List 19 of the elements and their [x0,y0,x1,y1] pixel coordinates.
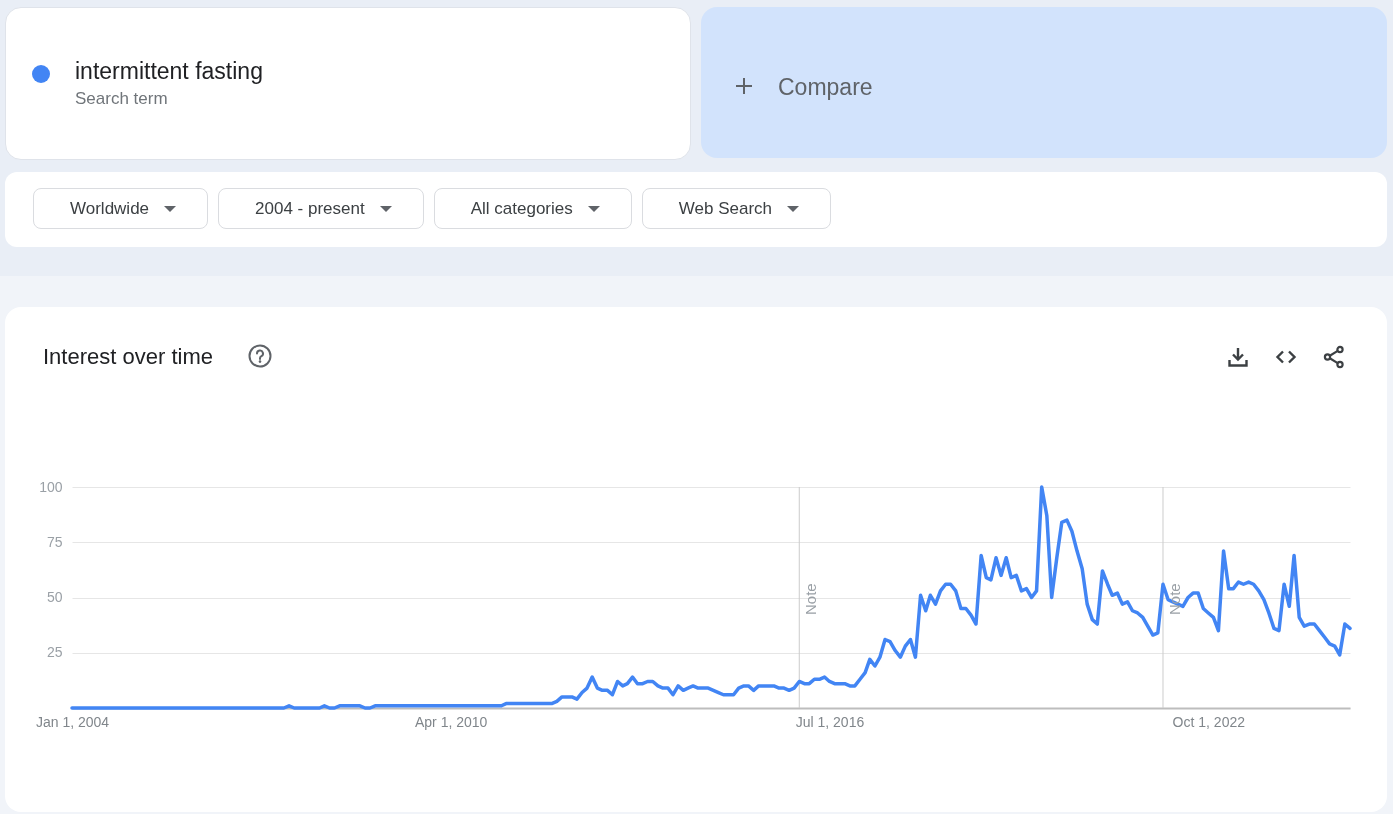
x-tick-label: Oct 1, 2022 [1172,713,1246,730]
x-tick-label: Jan 1, 2004 [35,713,110,730]
y-tick-label: 50 [46,589,63,605]
legend-label: intermittent fasting [75,58,263,84]
text: Search term [75,89,168,109]
y-tick-label: 75 [46,533,63,550]
y-tick-label: 25 [46,644,63,661]
x-tick-label: Jul 1, 2016 [795,713,865,730]
dropdown: 2004 - present [218,188,424,229]
x-tick-label: Apr 1, 2010 [414,713,488,730]
ref-line-label: Note [1166,583,1183,615]
chart-title: Interest over time [43,343,213,371]
y-tick-label: 100 [39,478,63,495]
add-button: Compare [701,7,1387,158]
dropdown: Worldwide [33,188,209,229]
line-series [70,485,1352,710]
dropdown: Web Search [641,188,831,229]
dropdown: All categories [433,188,632,229]
ref-line-label: Note [802,583,820,615]
